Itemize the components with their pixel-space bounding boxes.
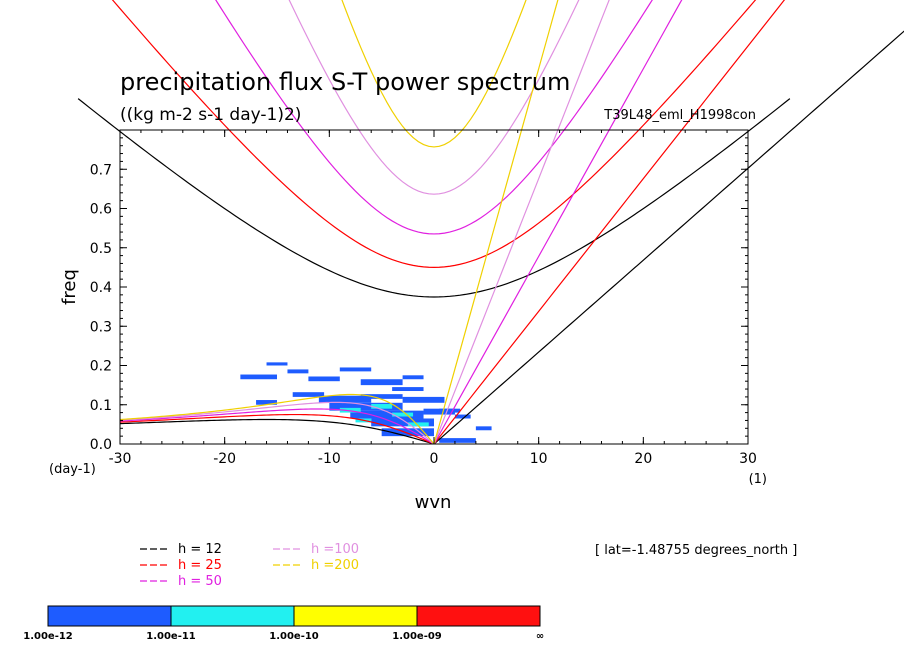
colorbar-swatch-2 <box>293 605 418 627</box>
y-tick-label-5: 0.5 <box>90 241 112 257</box>
y-tick-label-0: 0.0 <box>90 437 112 453</box>
kelvin-curve-1 <box>433 0 786 444</box>
power-patch-5 <box>360 379 403 386</box>
y-tick-label-2: 0.2 <box>90 359 112 375</box>
chart-title: precipitation flux S-T power spectrum <box>120 68 570 96</box>
colorbar-label-1: 1.00e-11 <box>146 631 196 642</box>
power-patch-21 <box>475 426 492 431</box>
rossby-curve-3 <box>119 401 435 444</box>
x-tick-label-2: -10 <box>318 451 341 467</box>
x-tick-label-3: 0 <box>430 451 439 467</box>
rossby-curve-1 <box>119 413 435 444</box>
power-patch-19 <box>454 414 471 419</box>
power-patch-6 <box>402 375 424 380</box>
kelvin-curve-3 <box>433 0 610 444</box>
experiment-label: T39L48_eml_H1998con <box>603 108 756 123</box>
x-axis-label: wvn <box>415 492 452 513</box>
kelvin-curve-2 <box>433 0 683 444</box>
power-patch-20 <box>439 438 476 443</box>
power-patch-23 <box>371 403 393 409</box>
colorbar-label-2: 1.00e-10 <box>269 631 319 642</box>
x-tick-label-5: 20 <box>634 451 652 467</box>
rossby-curve-2 <box>119 408 435 444</box>
colorbar-label-0: 1.00e-12 <box>23 631 73 642</box>
power-patch-10 <box>318 395 372 403</box>
gravity-curve-2 <box>215 0 653 235</box>
legend-label-1: h = 25 <box>178 558 222 573</box>
power-patch-9 <box>292 392 325 397</box>
legend-label-0: h = 12 <box>178 542 222 557</box>
colorbar-swatch-1 <box>170 605 295 627</box>
power-patch-25 <box>407 422 429 427</box>
power-patch-2 <box>287 369 309 374</box>
kelvin-curve-0 <box>433 30 904 444</box>
power-patch-12 <box>350 410 424 419</box>
power-patch-11 <box>329 402 403 411</box>
legend-label-2: h = 50 <box>178 574 222 589</box>
power-patch-0 <box>240 374 277 380</box>
power-patch-14 <box>381 428 434 437</box>
x-tick-label-1: -20 <box>213 451 236 467</box>
y-tick-label-4: 0.4 <box>90 280 112 296</box>
power-patch-7 <box>392 387 424 392</box>
y-tick-label-7: 0.7 <box>90 162 112 178</box>
power-patch-8 <box>256 400 277 405</box>
power-patch-3 <box>308 376 340 382</box>
power-patch-22 <box>339 407 361 413</box>
gravity-curve-4 <box>341 0 527 148</box>
x-tick-label-6: 30 <box>739 451 757 467</box>
gravity-curve-0 <box>77 98 791 298</box>
y-axis-label: freq <box>59 269 80 305</box>
y-tick-label-6: 0.6 <box>90 202 112 218</box>
x-unit-label: (1) <box>749 472 767 487</box>
legend-label-3: h =100 <box>311 542 359 557</box>
colorbar-swatch-0 <box>47 605 172 627</box>
y-unit-label: (day-1) <box>49 462 96 477</box>
power-patch-18 <box>439 408 461 413</box>
kelvin-curve-4 <box>433 0 559 444</box>
x-tick-label-4: 10 <box>530 451 548 467</box>
gravity-curve-1 <box>111 0 757 268</box>
y-tick-label-1: 0.1 <box>90 398 112 414</box>
power-patch-16 <box>402 396 445 403</box>
power-patch-24 <box>392 412 414 417</box>
y-tick-label-3: 0.3 <box>90 319 112 335</box>
colorbar-swatch-3 <box>416 605 541 627</box>
power-patch-4 <box>339 367 372 372</box>
legend-label-4: h =200 <box>311 558 359 573</box>
gravity-curve-3 <box>288 0 580 195</box>
colorbar-label-3: 1.00e-09 <box>392 631 442 642</box>
chart-subtitle: ((kg m-2 s-1 day-1)2) <box>120 105 301 125</box>
colorbar-label-4: ∞ <box>536 631 544 642</box>
power-patch-13 <box>371 418 434 427</box>
rossby-curve-4 <box>119 393 435 444</box>
power-patch-1 <box>266 362 288 366</box>
power-patch-15 <box>360 394 403 399</box>
x-tick-label-0: -30 <box>109 451 132 467</box>
rossby-curve-0 <box>119 418 435 444</box>
latitude-label: [ lat=-1.48755 degrees_north ] <box>595 543 797 558</box>
